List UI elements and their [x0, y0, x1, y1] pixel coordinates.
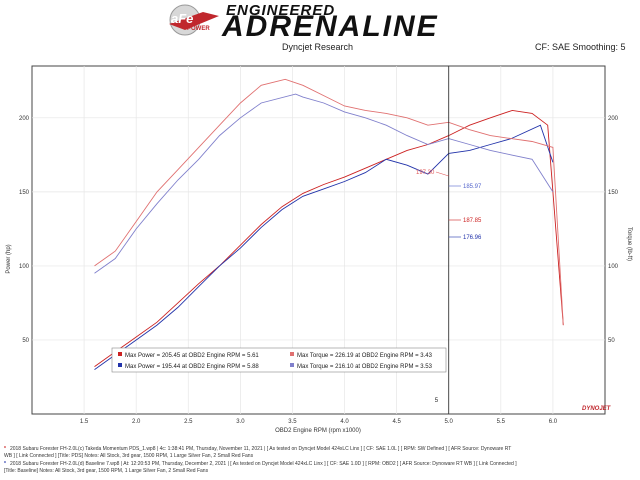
- header: aFe POWER ENGINEERED ADRENALINE: [0, 0, 640, 44]
- x-tick-label: 4.5: [392, 419, 401, 425]
- annotation-label: 197.30: [416, 170, 435, 176]
- legend-box: [111, 347, 447, 373]
- legend-entry: Max Torque = 216.10 at OBD2 Engine RPM =…: [297, 364, 433, 370]
- x-ticks: 1.5 2.0 2.5 3.0 3.5 4.0 4.5 5.0 5.5 6.0: [80, 419, 558, 425]
- y-axis-label-right: Torque (lb-ft): [626, 227, 632, 261]
- y-tick-label-left: 200: [19, 116, 30, 122]
- legend-entry: Max Power = 205.45 at OBD2 Engine RPM = …: [125, 353, 259, 359]
- footer-line-2: WB ] [ Link Connected ] [Title: PDS] Not…: [4, 453, 254, 459]
- footer-run-1: * 2018 Subaru Forester FH-2.0L(c) Takeda …: [4, 446, 638, 453]
- y-tick-label-right: 150: [608, 190, 619, 196]
- legend-swatch: [118, 352, 122, 356]
- annotation-label: 185.97: [463, 184, 482, 190]
- y-tick-label-left: 150: [19, 190, 30, 196]
- series-line-2: [94, 124, 554, 370]
- x-tick-label: 2.5: [184, 419, 193, 425]
- series-lines: [94, 78, 564, 370]
- run-2-marker: *: [4, 461, 6, 467]
- x-tick-label: 5.0: [445, 419, 454, 425]
- x-tick-label: 4.0: [340, 419, 349, 425]
- footer: * 2018 Subaru Forester FH-2.0L(c) Takeda …: [0, 440, 640, 480]
- cursor-label: 5: [435, 398, 439, 404]
- legend-entry: Max Torque = 226.19 at OBD2 Engine RPM =…: [297, 353, 433, 359]
- y-tick-label-right: 100: [608, 264, 619, 270]
- series-line-3: [94, 78, 564, 326]
- x-tick-label: 3.5: [288, 419, 297, 425]
- footer-run-2: * 2018 Subaru Forester FH-2.0L(d) Baselin…: [4, 461, 638, 468]
- y-axis-label-left: Power (hp): [6, 244, 12, 273]
- y-ticks: 50 50 100 100 150 150 200 200: [19, 116, 619, 344]
- brand-main: ADRENALINE: [222, 10, 439, 43]
- annotations: 197.30 185.97 187.85 176.96: [416, 170, 482, 241]
- footer-line-4: [Title: Baseline] Notes: All Stock, 3rd …: [4, 468, 209, 474]
- series-line-1: [94, 109, 564, 367]
- x-axis-label: OBD2 Engine RPM (rpm x1000): [275, 428, 361, 434]
- annotation-label: 187.85: [463, 218, 482, 224]
- watermark: DYNOJET: [582, 406, 612, 412]
- legend: Max Power = 205.45 at OBD2 Engine RPM = …: [111, 347, 447, 373]
- dyno-chart: 1.5 2.0 2.5 3.0 3.5 4.0 4.5 5.0 5.5 6.0 50 50 100 10…: [6, 65, 632, 434]
- annotation-label: 176.96: [463, 235, 482, 241]
- annotation-leader: [435, 171, 449, 177]
- afe-power-logo: aFe POWER: [169, 4, 219, 36]
- x-tick-label: 1.5: [80, 419, 89, 425]
- legend-swatch: [118, 363, 122, 367]
- logo-sub: POWER: [187, 26, 210, 32]
- y-tick-label-left: 50: [22, 338, 29, 344]
- y-tick-label-right: 200: [608, 116, 619, 122]
- left-caption: Dyncjet Research: [282, 42, 354, 52]
- logo-text: aFe: [171, 11, 193, 26]
- brand-top: ENGINEERED: [226, 2, 336, 19]
- run-1-marker: *: [4, 446, 6, 452]
- x-tick-label: 5.5: [497, 419, 506, 425]
- footer-line-3: 2018 Subaru Forester FH-2.0L(d) Baseline…: [9, 461, 517, 467]
- x-tick-label: 2.0: [132, 419, 141, 425]
- y-tick-label-left: 100: [19, 264, 30, 270]
- right-caption: CF: SAE Smoothing: 5: [535, 42, 626, 52]
- footer-line-1: 2018 Subaru Forester FH-2.0L(c) Takeda M…: [9, 446, 512, 452]
- legend-swatch: [290, 363, 294, 367]
- x-tick-label: 3.0: [236, 419, 245, 425]
- legend-entry: Max Power = 195.44 at OBD2 Engine RPM = …: [125, 364, 259, 370]
- cursor: 5: [435, 66, 450, 414]
- y-tick-label-right: 50: [608, 338, 615, 344]
- x-tick-label: 6.0: [549, 419, 558, 425]
- series-line-4: [94, 93, 554, 274]
- legend-swatch: [290, 352, 294, 356]
